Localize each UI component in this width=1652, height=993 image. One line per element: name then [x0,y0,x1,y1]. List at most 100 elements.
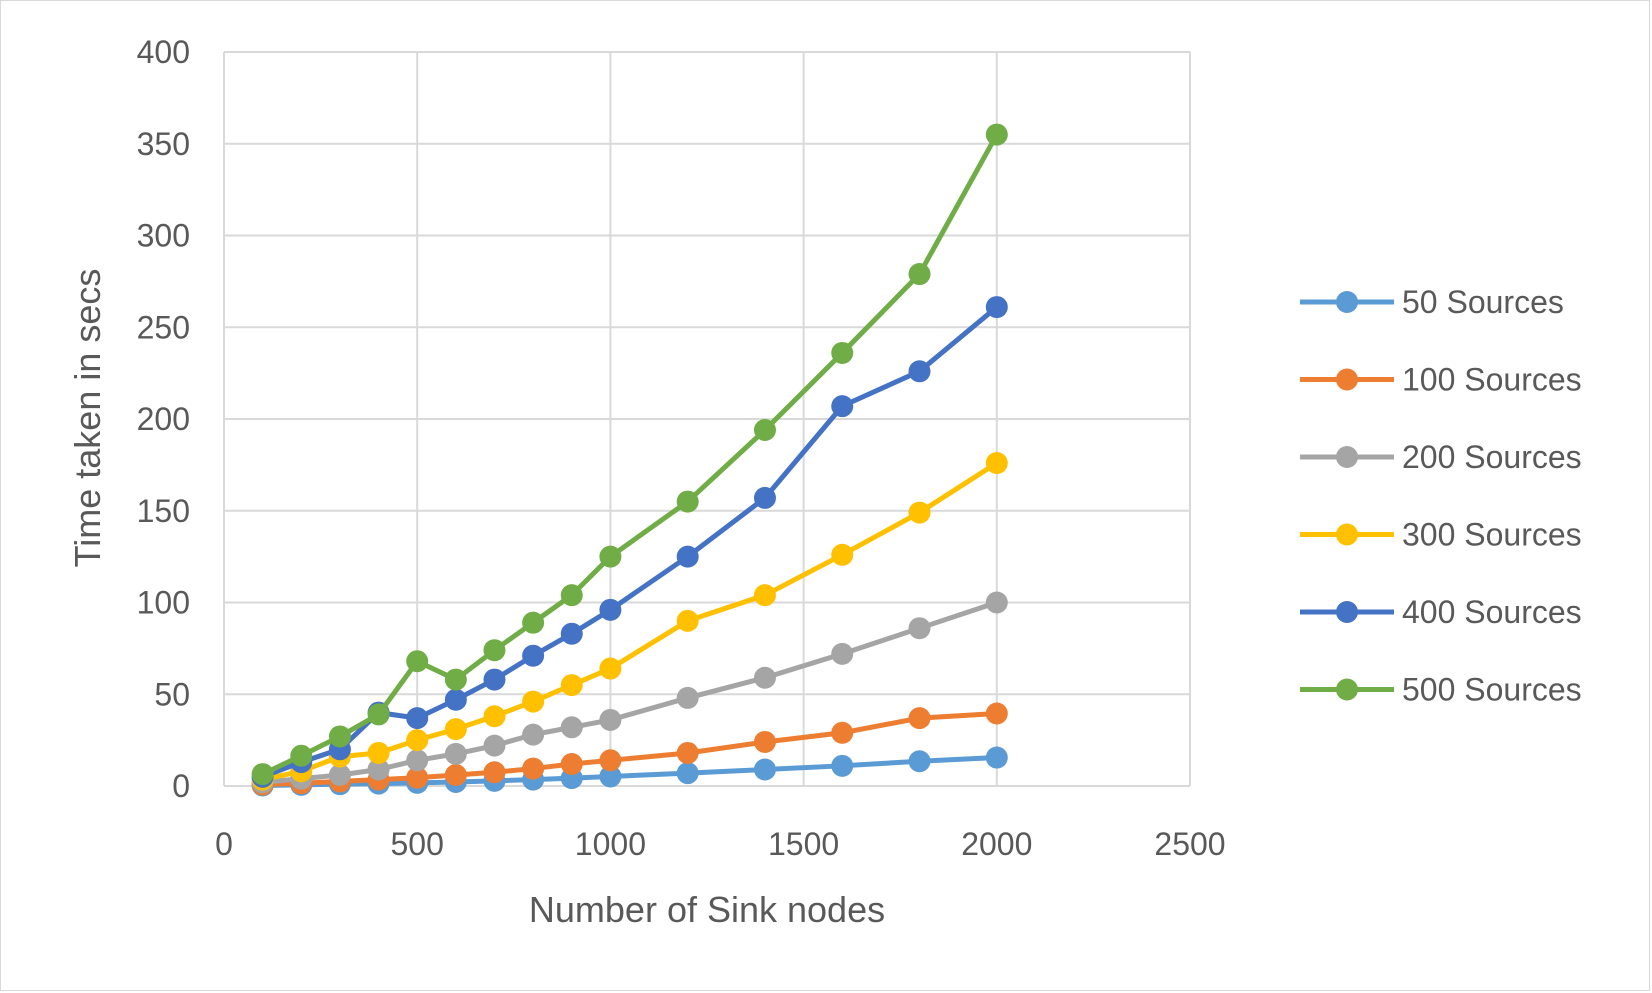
data-point [985,746,1008,769]
legend-label: 400 Sources [1402,594,1582,630]
legend-item: 50 Sources [1300,284,1564,320]
data-point [831,341,854,364]
legend-marker [1336,678,1358,701]
series-500-sources [251,123,1008,786]
data-point [908,617,931,640]
data-point [831,543,854,566]
data-point [290,744,313,767]
legend-item: 200 Sources [1300,439,1582,475]
data-point [985,702,1008,725]
y-tick-label: 300 [137,218,190,254]
series-group [251,123,1008,797]
data-point [444,688,467,711]
x-tick-label: 1500 [768,826,839,862]
legend-label: 200 Sources [1402,439,1582,475]
y-tick-label: 150 [137,493,190,529]
data-point [483,761,506,784]
data-point [753,419,776,442]
y-tick-label: 200 [137,401,190,437]
data-point [483,705,506,728]
y-tick-label: 250 [137,309,190,345]
data-point [985,296,1008,319]
data-point [444,763,467,786]
data-point [599,598,622,621]
data-point [522,644,545,667]
x-tick-label: 0 [215,826,233,862]
data-point [406,707,429,730]
data-point [367,741,390,764]
legend-label: 300 Sources [1402,517,1582,553]
data-point [328,725,351,748]
data-point [985,123,1008,146]
x-tick-label: 2500 [1154,826,1225,862]
data-point [483,668,506,691]
data-point [599,545,622,568]
y-tick-label: 100 [137,585,190,621]
data-point [444,742,467,765]
y-tick-label: 50 [154,676,190,712]
data-point [831,642,854,665]
data-point [560,584,583,607]
gridlines [223,51,1191,787]
data-point [676,545,699,568]
series-300-sources [251,452,1008,791]
data-point [483,734,506,757]
data-point [444,718,467,741]
data-point [560,622,583,645]
data-point [676,741,699,764]
y-tick-label: 400 [137,34,190,70]
data-point [522,757,545,780]
data-point [753,730,776,753]
data-point [522,723,545,746]
data-point [676,762,699,785]
legend-item: 300 Sources [1300,517,1582,553]
legend-label: 100 Sources [1402,362,1582,398]
data-point [367,758,390,781]
data-point [908,263,931,286]
data-point [367,703,390,726]
legend-item: 500 Sources [1300,672,1582,708]
data-point [908,750,931,773]
data-point [328,763,351,786]
data-point [831,721,854,744]
data-point [522,690,545,713]
data-point [599,765,622,788]
data-point [676,686,699,709]
data-point [406,766,429,789]
data-point [599,749,622,772]
y-axis-title: Time taken in secs [67,269,108,568]
legend-item: 400 Sources [1300,594,1582,630]
data-point [560,716,583,739]
data-point [831,395,854,418]
data-point [599,657,622,680]
data-point [560,674,583,697]
data-point [985,452,1008,475]
legend-label: 500 Sources [1402,672,1582,708]
data-point [985,591,1008,614]
y-tick-label: 0 [172,768,190,804]
data-point [483,639,506,662]
legend-marker [1336,291,1358,313]
series-line [261,133,999,777]
x-tick-labels: 0 500 1000 1500 2000 2500 [215,826,1225,862]
y-tick-labels: 0 50 100 150 200 250 300 350 400 [137,34,190,804]
x-axis-title: Number of Sink nodes [529,889,885,930]
x-tick-label: 2000 [961,826,1032,862]
data-point [753,584,776,607]
data-point [444,668,467,691]
legend: 50 Sources 100 Sources 200 Sources 300 Sour… [1300,284,1582,708]
data-point [908,501,931,524]
data-point [406,650,429,673]
x-tick-label: 1000 [575,826,646,862]
data-point [908,360,931,383]
data-point [831,754,854,777]
data-point [753,666,776,689]
data-point [522,611,545,634]
legend-marker [1336,523,1358,546]
legend-item: 100 Sources [1300,362,1582,398]
legend-marker [1336,601,1358,623]
data-point [908,707,931,730]
legend-label: 50 Sources [1402,284,1564,320]
